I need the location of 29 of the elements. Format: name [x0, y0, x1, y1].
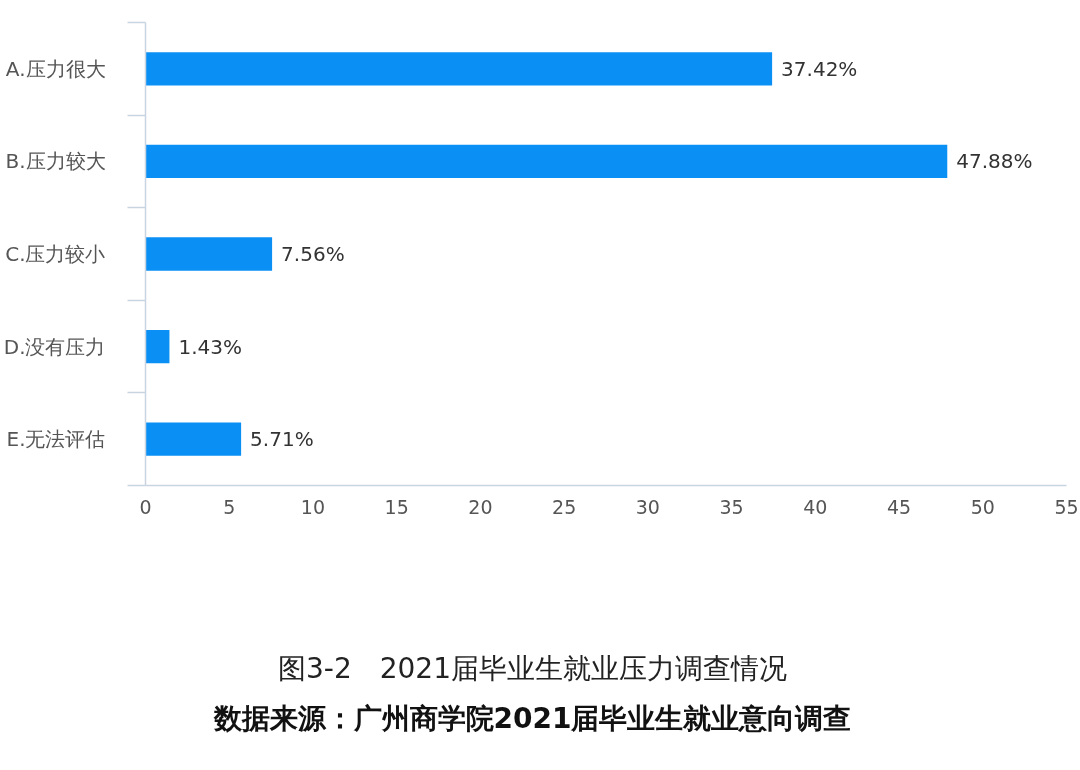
x-tick-label: 50 [970, 495, 995, 518]
x-tick-label: 40 [803, 495, 828, 518]
y-tick-label: D.没有压力 [3, 334, 106, 359]
x-tick-label: 35 [719, 495, 744, 518]
text: 图3-2 2021届毕业生就业压力调查情况 [278, 652, 787, 685]
x-tick-label: 15 [384, 495, 409, 518]
bar [145, 329, 170, 364]
x-tick-label: 25 [552, 495, 577, 518]
source-note: 数据来源：广州商学院2021届毕业生就业意向调查 [212, 702, 852, 735]
data-label: 47.88% [956, 149, 1033, 174]
data-label: 37.42% [781, 56, 858, 81]
x-tick-label: 55 [1054, 495, 1079, 518]
y-tick-label: C.压力较小 [5, 242, 106, 266]
bar [145, 52, 773, 86]
data-label: 5.71% [250, 427, 314, 452]
data-label: 7.56% [281, 242, 345, 266]
x-tick-label: 5 [223, 495, 236, 518]
y-tick-label: E.无法评估 [6, 427, 106, 452]
x-tick-label: 20 [468, 495, 493, 518]
x-tick-label: 10 [300, 495, 326, 518]
data-label: 1.43% [178, 334, 242, 359]
x-tick-label: 0 [139, 495, 152, 518]
bar [145, 422, 242, 456]
y-tick-label: A.压力很大 [5, 56, 106, 81]
bar [145, 237, 273, 271]
bar [145, 144, 948, 179]
x-tick-label: 30 [635, 495, 660, 518]
x-tick-label: 45 [886, 495, 912, 518]
y-tick-label: B.压力较大 [5, 149, 106, 174]
